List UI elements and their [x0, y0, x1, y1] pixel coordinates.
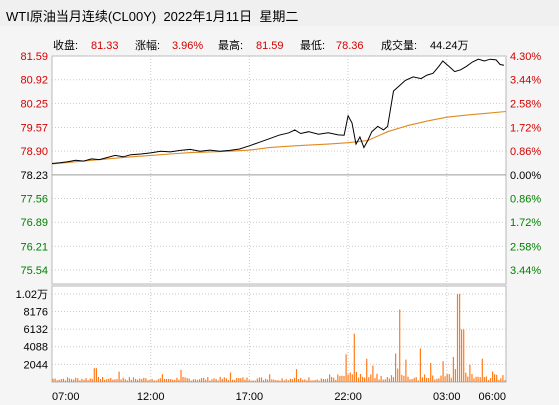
close-value: 81.33: [91, 40, 119, 52]
info-bar: 收盘: 81.33 涨幅: 3.96% 最高: 81.59 最低: 78.36 …: [53, 38, 469, 52]
y-tick-label: 76.21: [20, 241, 48, 253]
price-line: [51, 58, 505, 164]
y-tick-label: 81.59: [20, 51, 48, 63]
pct-tick-label: 0.86%: [510, 146, 541, 158]
pct-tick-label: 2.58%: [510, 98, 541, 110]
change-label: 涨幅:: [135, 39, 160, 52]
y-tick-label: 75.54: [20, 265, 48, 277]
price-panel: [51, 55, 507, 285]
x-tick-label: 06:00: [478, 391, 506, 403]
y-tick-label: 76.89: [20, 217, 48, 229]
volume-bars: [52, 294, 506, 382]
pct-tick-label: 3.44%: [510, 265, 541, 277]
y-tick-label: 78.23: [20, 170, 48, 182]
x-tick-label: 12:00: [137, 391, 165, 403]
pct-tick-label: 4.30%: [510, 51, 541, 63]
grid-lines: [52, 55, 506, 382]
x-tick-label: 03:00: [433, 391, 461, 403]
y-tick-label: 80.92: [20, 75, 48, 87]
volume-tick-label: 1.02万: [16, 289, 48, 301]
high-value: 81.59: [256, 40, 284, 52]
y-tick-label: 77.56: [20, 194, 48, 206]
pct-tick-label: 2.58%: [510, 241, 541, 253]
low-value: 78.36: [336, 40, 364, 52]
window-title: WTI原油当月连续(CL00Y) 2022年1月11日 星期二: [6, 9, 299, 24]
title-bar: WTI原油当月连续(CL00Y) 2022年1月11日 星期二: [0, 0, 559, 26]
volume-tick-label: 8176: [24, 306, 48, 318]
volume-tick-label: 6132: [24, 324, 48, 336]
volume-panel: [51, 285, 507, 383]
x-tick-label: 22:00: [334, 391, 362, 403]
volume-tick-label: 4088: [24, 342, 48, 354]
pct-tick-label: 1.72%: [510, 217, 541, 229]
pct-tick-label: 0.86%: [510, 194, 541, 206]
intraday-chart[interactable]: 收盘: 81.33 涨幅: 3.96% 最高: 81.59 最低: 78.36 …: [0, 26, 559, 405]
x-tick-label: 07:00: [52, 391, 80, 403]
y-tick-label: 78.90: [20, 146, 48, 158]
high-label: 最高:: [218, 38, 243, 52]
volume-label: 成交量:: [381, 38, 417, 52]
axis-labels: 81.59 4.30% 80.92 3.44% 80.25 2.58% 79.57 1.72%…: [16, 51, 542, 403]
average-price-line: [51, 110, 507, 165]
pct-tick-label: 3.44%: [510, 75, 541, 87]
low-label: 最低:: [300, 39, 325, 52]
pct-tick-label: 1.72%: [510, 122, 541, 134]
change-value: 3.96%: [172, 40, 203, 52]
y-tick-label: 80.25: [20, 98, 48, 110]
volume-value: 44.24万: [430, 40, 469, 52]
pct-tick-label: 0.00%: [510, 170, 541, 182]
volume-tick-label: 2044: [24, 359, 48, 371]
price-lines: [51, 58, 507, 165]
y-tick-label: 79.57: [20, 122, 48, 134]
x-tick-label: 17:00: [236, 391, 264, 403]
close-label: 收盘:: [53, 38, 78, 52]
